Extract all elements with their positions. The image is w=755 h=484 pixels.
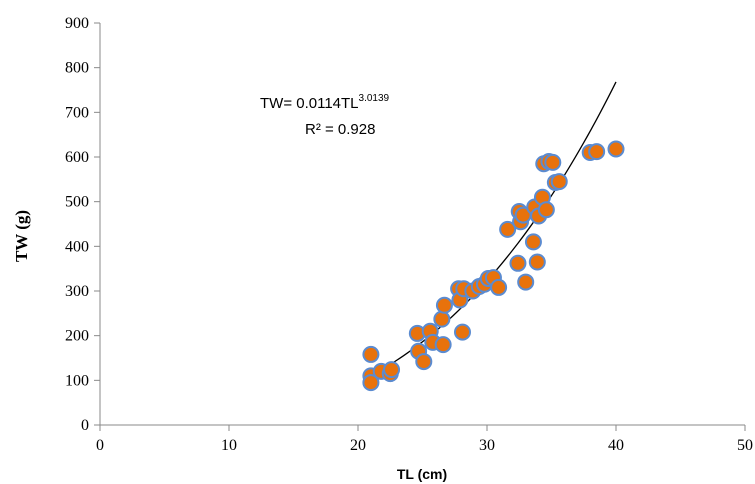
y-ticks: 0 100 200 300 400 500 600 700 800 900	[65, 15, 100, 434]
x-tick-label: 20	[350, 437, 366, 454]
data-point	[509, 254, 527, 272]
data-point	[517, 273, 535, 291]
data-point	[528, 253, 546, 271]
data-point	[588, 143, 606, 161]
y-tick-label: 300	[65, 283, 89, 300]
x-ticks: 0 10 20 30 40 50	[96, 425, 753, 454]
data-point	[383, 361, 401, 379]
data-point	[607, 140, 625, 158]
x-tick-label: 0	[96, 437, 104, 454]
data-point	[550, 173, 568, 191]
data-point	[362, 374, 380, 392]
x-tick-label: 10	[221, 437, 237, 454]
data-point	[524, 233, 542, 251]
y-tick-label: 0	[81, 417, 89, 434]
data-point	[499, 220, 517, 238]
y-tick-label: 200	[65, 328, 89, 345]
axes	[99, 23, 745, 426]
data-point	[434, 336, 452, 354]
data-point	[415, 353, 433, 371]
x-tick-label: 40	[608, 437, 624, 454]
y-tick-label: 500	[65, 194, 89, 211]
data-point	[453, 323, 471, 341]
y-axis-title: TW (g)	[12, 210, 31, 262]
data-point	[537, 201, 555, 219]
y-tick-label: 600	[65, 149, 89, 166]
power-trendline	[370, 81, 617, 377]
data-point	[362, 345, 380, 363]
data-point	[433, 310, 451, 328]
x-tick-label: 30	[479, 437, 495, 454]
r-squared-label: R² = 0.928	[305, 121, 375, 138]
y-tick-label: 900	[65, 15, 89, 32]
equation-label: TW= 0.0114TL3.0139	[260, 93, 390, 112]
y-tick-label: 100	[65, 372, 89, 389]
x-axis-title: TL (cm)	[397, 466, 447, 482]
y-tick-label: 700	[65, 104, 89, 121]
data-point	[490, 278, 508, 296]
data-points	[362, 140, 625, 392]
x-tick-label: 50	[737, 437, 753, 454]
data-point	[435, 296, 453, 314]
equation-prefix: TW= 0.0114TL	[260, 95, 359, 112]
data-point	[544, 153, 562, 171]
y-tick-label: 400	[65, 238, 89, 255]
equation-exponent: 3.0139	[359, 93, 390, 104]
y-tick-label: 800	[65, 60, 89, 77]
